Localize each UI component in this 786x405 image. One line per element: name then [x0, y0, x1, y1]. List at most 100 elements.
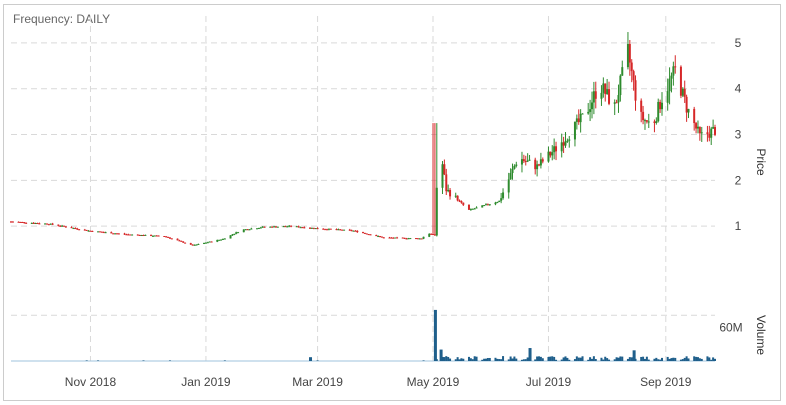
candle-body	[685, 96, 688, 113]
candle-body	[564, 141, 567, 146]
candle-body	[168, 237, 171, 239]
candle-body	[515, 164, 518, 166]
candle-body	[127, 234, 130, 236]
volume-bar	[564, 356, 567, 361]
candle-body	[47, 224, 50, 226]
candle-body	[375, 235, 378, 237]
volume-bar	[520, 359, 523, 361]
volume-bar	[710, 359, 713, 361]
candle-body	[551, 152, 554, 156]
candle-body	[34, 223, 37, 225]
candle-body	[64, 226, 67, 228]
candle-body	[102, 232, 105, 234]
candle-body	[513, 165, 516, 169]
volume-bar	[526, 357, 529, 361]
candle-body	[539, 159, 542, 166]
candle-body	[632, 71, 635, 81]
candle-body	[600, 92, 603, 99]
volume-bar	[679, 359, 682, 361]
candle-body	[606, 89, 609, 95]
candle-body	[210, 241, 213, 243]
candle-body	[481, 205, 484, 208]
candle-body	[282, 226, 285, 228]
volume-bar	[613, 359, 616, 361]
candle-body	[151, 235, 154, 237]
candle-body	[683, 88, 686, 97]
volume-bar	[449, 358, 452, 361]
candle-body	[587, 111, 590, 114]
volume-spike-bar	[433, 309, 437, 361]
volume-bar	[458, 359, 461, 361]
candle-body	[441, 164, 444, 188]
volume-bar	[642, 356, 645, 361]
candle-body	[129, 234, 132, 236]
candle-body	[352, 230, 355, 232]
volume-bar	[536, 356, 539, 361]
candle-body	[290, 225, 293, 227]
candle-body	[235, 232, 238, 234]
candle-body	[592, 91, 595, 103]
volume-bar	[668, 358, 671, 361]
candle-body	[309, 227, 312, 229]
volume-bar	[657, 359, 660, 361]
x-tick-label: May 2019	[407, 375, 460, 389]
candle-body	[104, 232, 107, 234]
candle-body	[157, 235, 160, 237]
volume-bar	[511, 358, 514, 361]
candle-body	[144, 234, 147, 236]
candle-body	[250, 228, 253, 230]
candle-body	[208, 241, 211, 243]
candle-body	[216, 239, 219, 242]
candle-body	[170, 238, 173, 240]
candle-body	[528, 159, 531, 161]
volume-bar	[621, 356, 624, 361]
volume-bar	[626, 358, 629, 361]
candle-body	[76, 228, 79, 230]
volume-bar	[467, 356, 470, 361]
volume-bar	[698, 358, 701, 361]
candle-body	[409, 238, 412, 240]
candle-body	[579, 113, 582, 123]
price-tick-label: 1	[735, 219, 742, 233]
volume-axis-title: Volume	[754, 315, 768, 355]
candle-body	[382, 237, 385, 239]
volume-bar	[568, 359, 571, 361]
candle-body	[659, 101, 662, 110]
volume-bar	[443, 357, 446, 361]
candle-body	[203, 242, 206, 244]
candle-body	[256, 228, 259, 230]
volume-bar	[653, 358, 656, 361]
volume-bar	[592, 356, 595, 361]
candle-body	[655, 121, 658, 123]
candle-body	[165, 236, 168, 238]
price-tick-label: 2	[735, 173, 742, 187]
candle-body	[388, 237, 391, 239]
volume-bar	[488, 357, 491, 361]
volume-bar	[579, 357, 582, 361]
candle-body	[708, 133, 711, 138]
candle-body	[621, 67, 624, 76]
candle-body	[687, 108, 690, 113]
candle-body	[522, 159, 525, 162]
candle-body	[520, 159, 523, 165]
candle-body	[377, 236, 380, 238]
candle-body	[643, 120, 646, 122]
volume-bar	[577, 357, 580, 361]
candle-body	[117, 233, 120, 235]
candle-body	[615, 102, 618, 104]
volume-bar	[683, 357, 686, 361]
candle-body	[573, 121, 576, 140]
candle-body	[407, 238, 410, 240]
candle-body	[628, 43, 631, 63]
candle-body	[460, 201, 463, 203]
price-tick-label: 3	[735, 128, 742, 142]
volume-bar	[674, 357, 677, 361]
candle-body	[568, 139, 571, 141]
candle-body	[500, 198, 503, 201]
volume-bar	[515, 358, 518, 361]
candle-body	[85, 229, 88, 231]
candle-body	[72, 228, 75, 230]
candle-body	[138, 234, 141, 236]
price-axis-title: Price	[754, 148, 768, 176]
